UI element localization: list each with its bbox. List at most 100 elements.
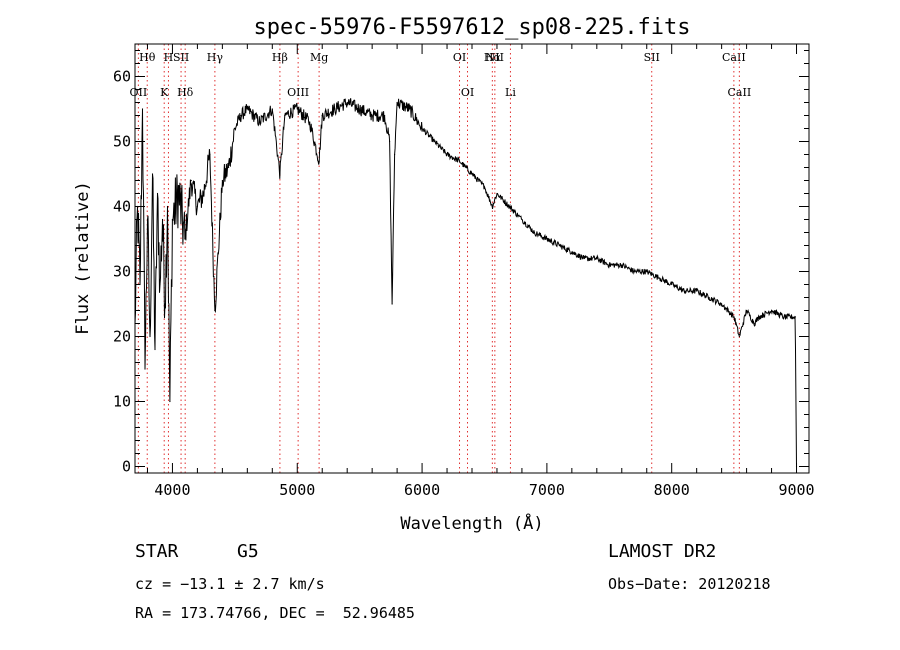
spectrum-point-67 (671, 283, 673, 286)
obs-date: Obs−Date: 20120218 (608, 575, 771, 593)
spectrum-point-28 (259, 121, 261, 123)
spectrum-point-19 (196, 205, 198, 208)
spectrum-point-63 (621, 264, 623, 266)
spectrum-point-11 (161, 218, 164, 221)
line-label-top-10: CaII (722, 51, 746, 64)
spectrum-point-71 (721, 303, 723, 305)
spectrum-point-79 (794, 316, 796, 318)
line-label-low-1: K (160, 86, 169, 99)
y-tick-label-0: 0 (122, 458, 131, 476)
spectrum-point-36 (334, 108, 336, 110)
spectrum-point-14 (169, 400, 171, 403)
spectrum-point-21 (209, 153, 211, 156)
spectrum-point-3 (141, 108, 144, 110)
spectrum-point-29 (271, 108, 273, 110)
line-label-top-5: Mg (310, 51, 328, 64)
spectrum-point-24 (228, 166, 230, 169)
spectrum-point-10 (159, 283, 161, 286)
y-tick-label-1: 10 (113, 393, 131, 411)
spectrum-point-43 (394, 153, 396, 156)
spectrum-point-27 (246, 108, 248, 110)
spectrum-point-9 (156, 192, 159, 195)
spectrum-point-78 (783, 316, 785, 318)
spectrum-point-16 (178, 192, 180, 195)
line-label-low-6: CaII (728, 86, 752, 99)
spectrum-point-75 (753, 322, 755, 325)
spectrum-point-37 (346, 101, 348, 104)
spectrum-point-50 (471, 173, 473, 175)
spectrum-point-64 (633, 270, 635, 273)
spectrum-point-49 (458, 160, 461, 162)
line-label-low-5: Li (505, 86, 516, 99)
spectrum-point-62 (608, 264, 610, 266)
spectrum-point-55 (521, 218, 523, 221)
spectrum-point-70 (708, 296, 710, 299)
spectrum-point-51 (483, 186, 486, 188)
line-label-low-2: Hδ (177, 86, 194, 99)
spectrum-point-4 (144, 368, 146, 370)
spectrum-point-77 (771, 309, 773, 312)
line-label-top-6: OI (453, 51, 466, 64)
spectrum-point-20 (203, 192, 205, 195)
spectrum-point-30 (279, 173, 281, 175)
spectrum-point-57 (546, 238, 548, 240)
y-tick-label-4: 40 (113, 198, 131, 216)
x-tick-label-0: 4000 (154, 481, 190, 499)
spectrum-point-73 (738, 335, 741, 338)
chart-title: spec-55976-F5597612_sp08-225.fits (253, 15, 690, 40)
line-label-low-4: OI (461, 86, 474, 99)
spectrum-point-56 (533, 231, 536, 234)
line-label-low-0: OII (130, 86, 148, 99)
spectrum-point-41 (389, 140, 391, 143)
spectrum-point-59 (571, 251, 573, 253)
spectrum-point-53 (496, 192, 498, 195)
spectrum-point-60 (583, 257, 585, 260)
spectrum-point-7 (151, 173, 154, 175)
y-tick-label-5: 50 (113, 133, 131, 151)
spectrum-point-23 (221, 179, 223, 182)
spectrum-point-31 (284, 114, 286, 117)
spectrum-point-18 (190, 179, 192, 182)
line-label-top-1: SII (173, 51, 189, 64)
object-class: STAR (135, 541, 179, 562)
spectrum-point-52 (491, 205, 493, 208)
spectrum-point-39 (371, 114, 373, 117)
spectrum-point-34 (318, 160, 320, 162)
line-label-top-9: SII (644, 51, 660, 64)
spectrum-point-32 (296, 108, 298, 110)
spectrum-point-25 (234, 127, 236, 130)
line-label-top-0: Hθ (139, 51, 156, 64)
y-tick-label-3: 30 (113, 263, 131, 281)
spectrum-point-35 (321, 114, 323, 117)
spectrum-point-17 (184, 238, 186, 240)
y-axis-title: Flux (relative) (73, 181, 93, 335)
spectrum-point-76 (758, 316, 760, 318)
spectrum-point-15 (171, 218, 173, 221)
spectrum-point-6 (149, 335, 151, 338)
spectrum-point-65 (646, 270, 648, 273)
x-tick-label-4: 8000 (654, 481, 690, 499)
y-tick-label-2: 20 (113, 328, 131, 346)
spectrum-point-8 (154, 348, 156, 351)
line-label-top-2: H (164, 51, 174, 64)
spectrum-point-42 (391, 303, 393, 305)
spectrum-point-33 (309, 121, 311, 123)
x-tick-label-5: 9000 (778, 481, 814, 499)
spectrum-point-61 (596, 257, 598, 260)
spectrum-point-12 (164, 303, 166, 305)
line-label-top-3: Hγ (207, 51, 224, 64)
x-tick-label-2: 6000 (404, 481, 440, 499)
spectrum-point-72 (733, 316, 735, 318)
line-label-top-7: Hα (484, 51, 502, 64)
spectrum-point-26 (240, 114, 242, 117)
spectrum-point-68 (683, 290, 685, 292)
spectrum-point-40 (384, 114, 386, 117)
spectrum-point-69 (696, 290, 698, 292)
survey-name: LAMOST DR2 (608, 541, 717, 562)
spectrum-point-48 (446, 153, 448, 156)
object-subclass: G5 (237, 541, 259, 562)
plot-area (134, 98, 798, 468)
spectrum-point-22 (214, 309, 216, 312)
